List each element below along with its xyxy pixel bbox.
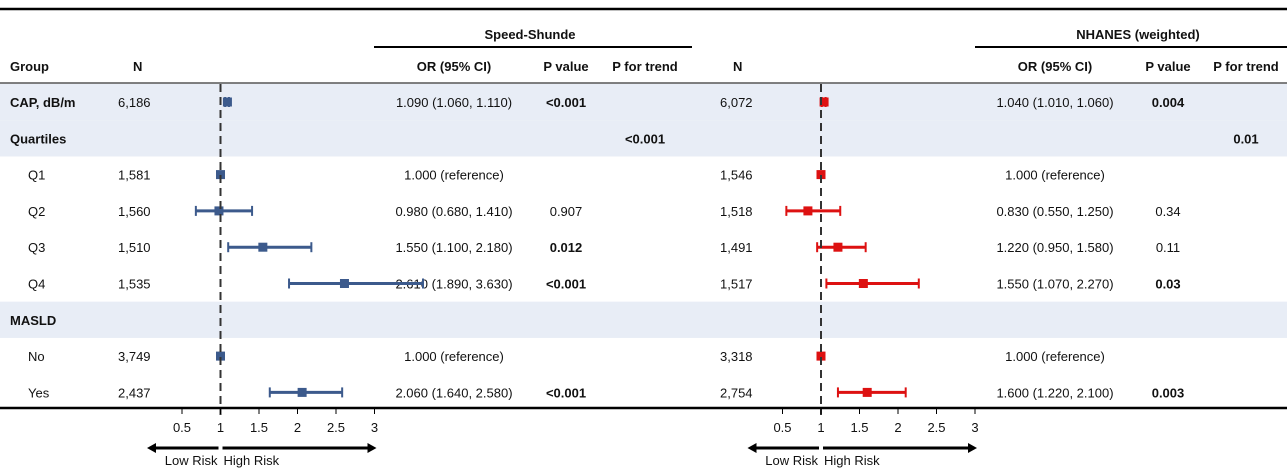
row-n: 2,437	[118, 385, 151, 400]
row-n: 3,318	[720, 349, 753, 364]
row-label: Q4	[28, 277, 45, 292]
point-estimate	[216, 351, 225, 361]
row-n: 6,072	[720, 95, 753, 110]
row-p-value: 0.003	[1152, 385, 1185, 400]
row-p-trend: <0.001	[625, 131, 665, 146]
shaded-row-band	[0, 83, 1287, 121]
row-or-ci: 1.220 (0.950, 1.580)	[996, 240, 1113, 255]
column-header-n: N	[133, 59, 142, 74]
row-n: 1,560	[118, 204, 151, 219]
point-estimate	[214, 206, 224, 216]
point-estimate	[258, 242, 268, 252]
row-or-ci: 1.000 (reference)	[404, 168, 504, 183]
row-p-value: 0.03	[1155, 277, 1180, 292]
x-tick-label: 1	[217, 420, 224, 435]
row-p-trend: 0.01	[1233, 131, 1258, 146]
x-tick-label: 2.5	[927, 420, 945, 435]
column-header-p: P value	[543, 59, 588, 74]
row-label: No	[28, 349, 45, 364]
row-or-ci: 1.000 (reference)	[404, 349, 504, 364]
row-p-value: 0.34	[1155, 204, 1180, 219]
x-tick-label: 3	[371, 420, 378, 435]
row-label: Q3	[28, 240, 45, 255]
low-risk-arrowhead	[147, 443, 156, 453]
row-or-ci: 1.040 (1.010, 1.060)	[996, 95, 1113, 110]
row-or-ci: 0.980 (0.680, 1.410)	[395, 204, 512, 219]
high-risk-label: High Risk	[824, 453, 880, 468]
row-n: 1,491	[720, 240, 753, 255]
x-tick-label: 2	[294, 420, 301, 435]
row-label: MASLD	[10, 313, 56, 328]
point-estimate	[833, 242, 843, 252]
low-risk-label: Low Risk	[765, 453, 818, 468]
row-p-value: 0.004	[1152, 95, 1185, 110]
row-p-value: <0.001	[546, 385, 586, 400]
point-estimate	[216, 170, 225, 180]
row-n: 1,546	[720, 168, 753, 183]
x-tick-label: 1.5	[250, 420, 268, 435]
x-tick-label: 0.5	[773, 420, 791, 435]
x-tick-label: 2	[894, 420, 901, 435]
row-n: 1,510	[118, 240, 151, 255]
row-or-ci: 1.090 (1.060, 1.110)	[396, 95, 512, 110]
point-estimate	[816, 351, 826, 361]
row-n: 2,754	[720, 385, 753, 400]
row-p-value: <0.001	[546, 95, 586, 110]
row-label: CAP, dB/m	[10, 95, 76, 110]
row-or-ci: 1.000 (reference)	[1005, 349, 1105, 364]
column-header-p: P value	[1145, 59, 1190, 74]
x-tick-label: 1.5	[850, 420, 868, 435]
shaded-row-band	[0, 120, 1287, 157]
row-label: Yes	[28, 385, 50, 400]
row-p-value: <0.001	[546, 277, 586, 292]
high-risk-arrowhead	[367, 443, 377, 453]
row-or-ci: 1.550 (1.070, 2.270)	[996, 277, 1113, 292]
point-estimate	[816, 170, 826, 180]
panel-title: NHANES (weighted)	[1076, 27, 1200, 42]
point-estimate	[222, 97, 232, 107]
point-estimate	[297, 387, 307, 397]
x-tick-label: 2.5	[327, 420, 345, 435]
panel-title: Speed-Shunde	[484, 27, 575, 42]
row-or-ci: 1.600 (1.220, 2.100)	[996, 385, 1113, 400]
row-n: 1,581	[118, 168, 151, 183]
row-n: 1,535	[118, 277, 151, 292]
row-n: 1,517	[720, 277, 753, 292]
low-risk-label: Low Risk	[165, 453, 218, 468]
row-or-ci: 1.550 (1.100, 2.180)	[395, 240, 512, 255]
high-risk-arrowhead	[968, 443, 977, 453]
row-n: 3,749	[118, 349, 151, 364]
point-estimate	[803, 206, 813, 216]
row-or-ci: 0.830 (0.550, 1.250)	[996, 204, 1113, 219]
row-n: 6,186	[118, 95, 151, 110]
high-risk-label: High Risk	[224, 453, 280, 468]
column-header-trend: P for trend	[612, 59, 678, 74]
column-header-n: N	[733, 59, 742, 74]
x-tick-label: 3	[971, 420, 978, 435]
column-header-trend: P for trend	[1213, 59, 1279, 74]
row-n: 1,518	[720, 204, 753, 219]
point-estimate	[858, 279, 868, 288]
row-or-ci: 1.000 (reference)	[1005, 168, 1105, 183]
low-risk-arrowhead	[747, 443, 757, 453]
row-or-ci: 2.060 (1.640, 2.580)	[395, 385, 512, 400]
point-estimate	[862, 387, 872, 397]
point-estimate	[819, 97, 829, 107]
column-header-or: OR (95% CI)	[417, 59, 491, 74]
column-header-or: OR (95% CI)	[1018, 59, 1092, 74]
shaded-row-band	[0, 301, 1287, 338]
x-tick-label: 0.5	[173, 420, 191, 435]
row-label: Quartiles	[10, 131, 66, 146]
row-or-ci: 2.610 (1.890, 3.630)	[395, 277, 512, 292]
point-estimate	[339, 279, 349, 288]
row-label: Q2	[28, 204, 45, 219]
row-p-value: 0.11	[1156, 240, 1180, 255]
row-p-value: 0.907	[550, 204, 583, 219]
column-header-group: Group	[10, 59, 49, 74]
row-p-value: 0.012	[550, 240, 583, 255]
x-tick-label: 1	[817, 420, 824, 435]
row-label: Q1	[28, 168, 45, 183]
